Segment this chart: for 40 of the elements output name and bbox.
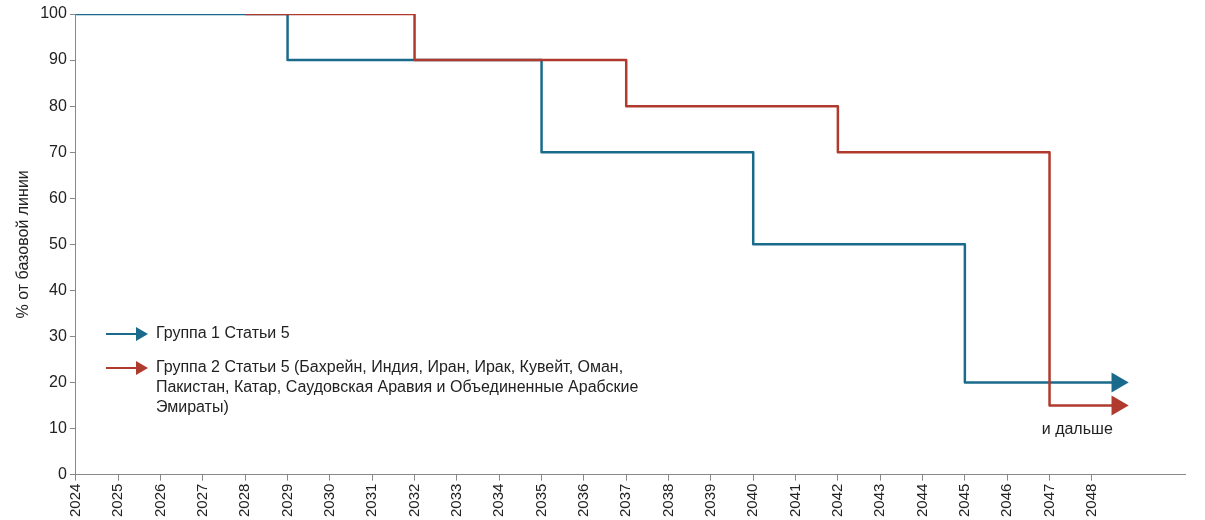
y-tick-label: 50	[49, 234, 67, 252]
x-tick-label: 2046	[997, 483, 1015, 518]
x-tick-label: 2039	[701, 483, 719, 518]
y-tick-label: 70	[49, 142, 67, 160]
legend-label: Группа 1 Статьи 5	[155, 322, 290, 343]
y-tick-label: 90	[49, 50, 67, 68]
x-tick-label: 2024	[66, 483, 84, 518]
x-tick-label: 2043	[870, 483, 888, 518]
x-tick-label: 2027	[193, 483, 211, 518]
x-tick-label: 2030	[320, 483, 338, 518]
x-tick-label: 2045	[955, 483, 973, 518]
annotation: и дальше	[1041, 419, 1113, 437]
x-tick-label: 2041	[785, 483, 803, 518]
x-tick-label: 2026	[150, 483, 168, 518]
x-tick-label: 2031	[362, 483, 380, 518]
x-tick-label: 2035	[531, 483, 549, 518]
x-tick-label: 2032	[404, 483, 422, 518]
y-tick-label: 20	[49, 372, 67, 390]
x-tick-label: 2047	[1039, 483, 1057, 518]
y-tick-label: 60	[49, 188, 67, 206]
y-tick-label: 40	[49, 280, 67, 298]
x-tick-label: 2048	[1082, 483, 1100, 518]
x-tick-label: 2040	[743, 483, 761, 518]
x-tick-label: 2042	[828, 483, 846, 518]
x-tick-label: 2037	[616, 483, 634, 518]
y-tick-label: 100	[40, 4, 67, 22]
y-tick-label: 0	[57, 465, 67, 483]
y-tick-label: 10	[49, 418, 67, 436]
y-tick-label: 80	[49, 96, 67, 114]
y-axis-title: % от базовой линии	[14, 170, 32, 319]
x-tick-label: 2033	[447, 483, 465, 518]
legend-label: Группа 2 Статьи 5 (Бахрейн, Индия, Иран, Ирак, Кувейт, Оман, Пакистан, Катар, Саудовская Аравия и Объединенные Арабские Эмираты)	[155, 356, 640, 417]
x-tick-label: 2025	[108, 483, 126, 518]
x-tick-label: 2044	[912, 483, 930, 518]
x-tick-label: 2038	[658, 483, 676, 518]
y-tick-label: 30	[49, 326, 67, 344]
x-tick-label: 2028	[235, 483, 253, 518]
x-tick-label: 2036	[574, 483, 592, 518]
x-tick-label: 2034	[489, 483, 507, 518]
x-tick-label: 2029	[277, 483, 295, 518]
